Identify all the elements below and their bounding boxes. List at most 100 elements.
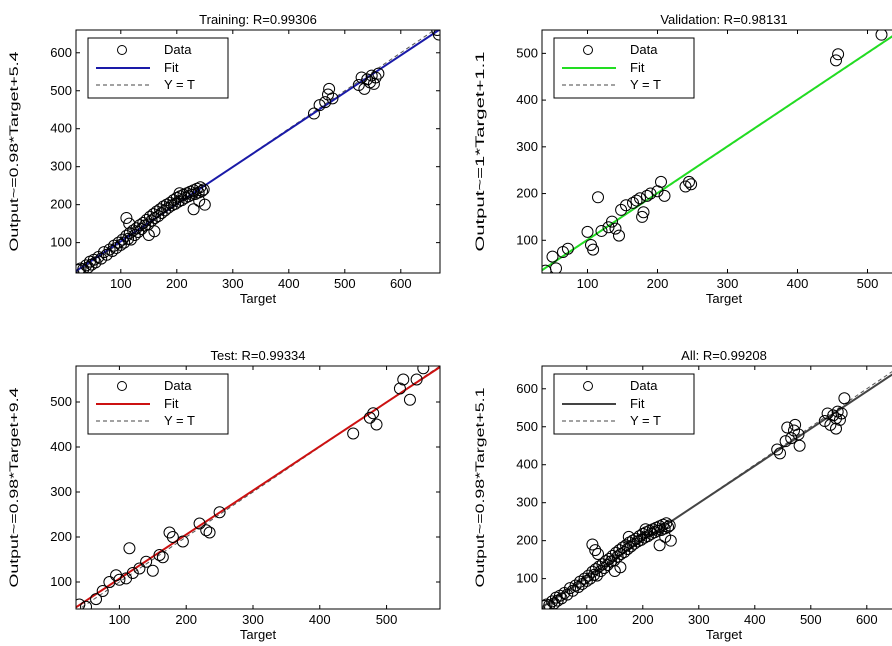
- data-point: [98, 246, 110, 259]
- data-point: [140, 555, 153, 568]
- data-point: [319, 96, 332, 109]
- y-tick-label: 500: [50, 83, 72, 98]
- data-point: [361, 73, 374, 86]
- y-tick-label: 500: [516, 45, 538, 60]
- data-point: [542, 598, 553, 609]
- data-point: [542, 599, 551, 609]
- data-point: [620, 199, 632, 212]
- data-point: [781, 421, 794, 434]
- data-point: [564, 582, 576, 595]
- data-point: [580, 574, 593, 587]
- x-tick-label: 100: [576, 612, 598, 627]
- y-tick-label: 400: [50, 439, 72, 454]
- plot-test: Test: R=0.99334 100 200 300 400 500 100 200 300 4…: [7, 348, 441, 642]
- axes-frame: [541, 29, 892, 274]
- data-point: [793, 439, 806, 452]
- x-tick-label: 100: [109, 612, 131, 627]
- data-point: [613, 229, 625, 242]
- data-point: [193, 517, 206, 530]
- data-point: [133, 562, 146, 575]
- x-tick-label: 500: [376, 612, 398, 627]
- data-point: [367, 77, 380, 90]
- data-point: [410, 373, 423, 386]
- data-point: [634, 192, 646, 205]
- data-point: [137, 216, 150, 229]
- legend-label-data: Data: [630, 42, 658, 57]
- data-point: [788, 424, 800, 437]
- data-point: [76, 262, 87, 273]
- x-tick-label: 300: [717, 276, 739, 291]
- data-point: [135, 222, 148, 235]
- axes-frame: [541, 365, 892, 610]
- legend-label-fit: Fit: [630, 60, 645, 75]
- data-point: [615, 203, 628, 216]
- x-tick-label: 200: [647, 276, 669, 291]
- legend-marker-data: [583, 381, 593, 391]
- data-point: [827, 409, 840, 422]
- y-tick-label: 400: [50, 121, 72, 136]
- y-axis-label: Output~=0.98*Target+5.1: [473, 387, 487, 587]
- x-axis-label: Target: [706, 627, 743, 642]
- data-point: [655, 175, 667, 188]
- legend-label-data: Data: [164, 378, 192, 393]
- data-point: [584, 572, 597, 585]
- legend-box: [87, 373, 229, 435]
- data-point: [393, 382, 406, 395]
- legend-training: Data Fit Y = T: [87, 37, 229, 99]
- data-point: [594, 565, 607, 578]
- x-tick-label: 100: [110, 276, 132, 291]
- x-tick-label: 400: [744, 612, 766, 627]
- legend-label-data: Data: [164, 42, 192, 57]
- data-point: [203, 526, 216, 539]
- y-tick-label: 200: [50, 529, 72, 544]
- data-point: [606, 215, 618, 228]
- data-point: [313, 99, 326, 112]
- y-tick-label: 400: [516, 92, 538, 107]
- data-point: [367, 407, 380, 420]
- plot-training: Training: R=0.99306 100 200 300 400 500 600 100…: [7, 12, 441, 306]
- data-point: [614, 561, 627, 574]
- data-point: [644, 187, 657, 200]
- x-tick-label: 200: [166, 276, 188, 291]
- data-point: [592, 547, 604, 560]
- data-point: [128, 229, 141, 242]
- data-point: [835, 407, 848, 420]
- legend-label-fit: Fit: [630, 396, 645, 411]
- data-point: [123, 542, 136, 555]
- x-tick-label: 100: [577, 276, 599, 291]
- x-tick-label: 400: [278, 276, 300, 291]
- data-point: [595, 224, 608, 237]
- legend-label-fit: Fit: [164, 60, 179, 75]
- data-point: [197, 183, 210, 196]
- data-point: [830, 422, 842, 435]
- data-point: [590, 569, 603, 582]
- x-tick-label: 300: [222, 276, 244, 291]
- y-axis-label: Output~=0.98*Target+9.4: [7, 387, 21, 587]
- data-point: [830, 54, 842, 67]
- data-point: [113, 573, 126, 586]
- data-point: [630, 194, 643, 207]
- data-point: [641, 189, 653, 202]
- plot-title-validation: Validation: R=0.98131: [660, 12, 787, 27]
- data-point: [561, 242, 574, 255]
- legend-validation: Data Fit Y = T: [553, 37, 695, 99]
- x-tick-label: 300: [688, 612, 710, 627]
- data-point: [582, 569, 595, 582]
- data-point: [432, 30, 440, 41]
- data-point: [372, 67, 385, 80]
- plot-title-all: All: R=0.99208: [681, 348, 767, 363]
- y-tick-label: 200: [516, 186, 538, 201]
- x-axis-label: Target: [240, 627, 277, 642]
- data-point: [627, 196, 639, 209]
- plot-area-test: [76, 366, 440, 609]
- legend-label-identity: Y = T: [164, 77, 195, 92]
- data-point: [664, 534, 677, 547]
- data-point: [771, 443, 784, 456]
- data-point: [163, 526, 176, 539]
- x-tick-label: 300: [242, 612, 264, 627]
- data-point: [160, 198, 173, 211]
- data-point: [187, 203, 200, 216]
- data-point: [683, 175, 695, 188]
- x-tick-label: 500: [857, 276, 879, 291]
- data-point: [156, 551, 169, 564]
